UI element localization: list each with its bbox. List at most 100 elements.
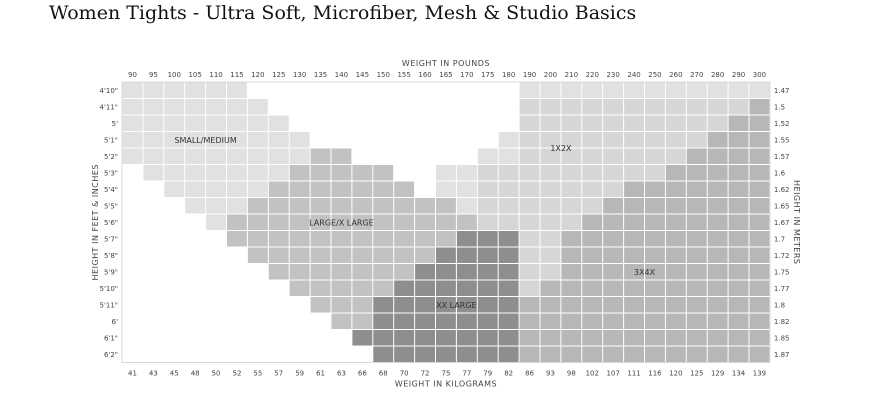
size-cell bbox=[226, 115, 248, 132]
size-cell bbox=[602, 115, 624, 132]
pound-tick-label: 125 bbox=[272, 71, 285, 79]
kilogram-tick-label: 125 bbox=[690, 370, 703, 378]
size-cell bbox=[351, 247, 373, 264]
size-cell bbox=[247, 230, 269, 247]
pound-tick-label: 155 bbox=[397, 71, 410, 79]
size-cell bbox=[289, 164, 311, 181]
size-cell bbox=[310, 181, 331, 198]
pound-tick-label: 175 bbox=[481, 71, 494, 79]
size-region-label: 3X4X bbox=[634, 268, 656, 277]
size-cell bbox=[226, 181, 248, 198]
x-bottom-axis-title: WEIGHT IN KILOGRAMS bbox=[395, 380, 497, 389]
size-cell bbox=[310, 329, 331, 346]
size-cell bbox=[289, 148, 311, 165]
size-cell bbox=[247, 197, 269, 214]
size-cell bbox=[728, 247, 749, 264]
size-cell bbox=[226, 230, 248, 247]
size-cell bbox=[456, 296, 478, 313]
size-cell bbox=[581, 263, 603, 280]
size-cell bbox=[707, 313, 729, 330]
size-cell bbox=[184, 313, 206, 330]
kilogram-tick-label: 134 bbox=[732, 370, 746, 378]
size-cell bbox=[163, 296, 185, 313]
size-cell bbox=[477, 148, 499, 165]
size-cell bbox=[142, 230, 164, 247]
size-cell bbox=[205, 214, 227, 231]
size-cell bbox=[435, 296, 457, 313]
kilogram-tick-label: 57 bbox=[274, 370, 283, 378]
size-cell bbox=[581, 329, 603, 346]
size-cell bbox=[665, 263, 687, 280]
height-m-tick-label: 1.77 bbox=[774, 285, 790, 293]
size-cell bbox=[142, 98, 164, 115]
size-cell bbox=[310, 197, 331, 214]
size-cell bbox=[477, 230, 499, 247]
size-cell bbox=[728, 329, 749, 346]
size-cell bbox=[122, 131, 143, 148]
size-cell bbox=[163, 346, 185, 363]
height-m-tick-label: 1.72 bbox=[774, 252, 790, 260]
size-cell bbox=[247, 346, 269, 363]
size-cell bbox=[435, 98, 457, 115]
pound-tick-label: 110 bbox=[209, 71, 222, 79]
size-cell bbox=[226, 131, 248, 148]
size-cell bbox=[331, 197, 352, 214]
size-cell bbox=[331, 115, 352, 132]
size-cell bbox=[581, 296, 603, 313]
size-cell bbox=[498, 82, 520, 99]
size-cell bbox=[477, 164, 499, 181]
size-cell bbox=[623, 296, 645, 313]
size-cell bbox=[247, 115, 269, 132]
size-cell bbox=[456, 197, 478, 214]
kilogram-tick-label: 129 bbox=[711, 370, 724, 378]
size-cell bbox=[540, 313, 561, 330]
size-cell bbox=[456, 181, 478, 198]
height-m-tick-label: 1.62 bbox=[774, 186, 790, 194]
size-cell bbox=[289, 313, 311, 330]
size-cell bbox=[393, 247, 415, 264]
size-cell bbox=[247, 263, 269, 280]
size-cell bbox=[581, 214, 603, 231]
size-cell bbox=[560, 280, 582, 297]
size-cell bbox=[728, 164, 749, 181]
size-cell bbox=[519, 280, 540, 297]
size-cell bbox=[310, 313, 331, 330]
size-cell bbox=[414, 263, 436, 280]
size-cell bbox=[184, 82, 206, 99]
size-cell bbox=[435, 346, 457, 363]
size-cell bbox=[247, 164, 269, 181]
size-cell bbox=[498, 115, 520, 132]
size-cell bbox=[414, 164, 436, 181]
pound-tick-label: 220 bbox=[586, 71, 599, 79]
size-cell bbox=[456, 82, 478, 99]
size-cell bbox=[226, 263, 248, 280]
height-ft-tick-label: 5'6" bbox=[104, 219, 118, 227]
size-cell bbox=[310, 164, 331, 181]
kilogram-tick-label: 77 bbox=[462, 370, 471, 378]
size-cell bbox=[289, 82, 311, 99]
height-m-tick-label: 1.82 bbox=[774, 318, 790, 326]
size-cell bbox=[686, 98, 708, 115]
size-cell bbox=[351, 82, 373, 99]
size-cell bbox=[226, 296, 248, 313]
size-cell bbox=[205, 181, 227, 198]
size-cell bbox=[644, 230, 666, 247]
size-cell bbox=[268, 263, 290, 280]
size-cell bbox=[519, 98, 540, 115]
size-cell bbox=[686, 346, 708, 363]
size-cell bbox=[560, 98, 582, 115]
size-cell bbox=[122, 214, 143, 231]
size-cell bbox=[623, 346, 645, 363]
size-cell bbox=[498, 346, 520, 363]
height-ft-tick-label: 6'2" bbox=[104, 351, 118, 359]
size-cell bbox=[184, 197, 206, 214]
size-cell bbox=[519, 214, 540, 231]
size-cell bbox=[435, 247, 457, 264]
size-cell bbox=[623, 82, 645, 99]
size-cell bbox=[310, 247, 331, 264]
size-cell bbox=[351, 329, 373, 346]
size-cell bbox=[560, 181, 582, 198]
size-cell bbox=[665, 181, 687, 198]
pound-tick-label: 150 bbox=[377, 71, 390, 79]
size-cell bbox=[519, 197, 540, 214]
